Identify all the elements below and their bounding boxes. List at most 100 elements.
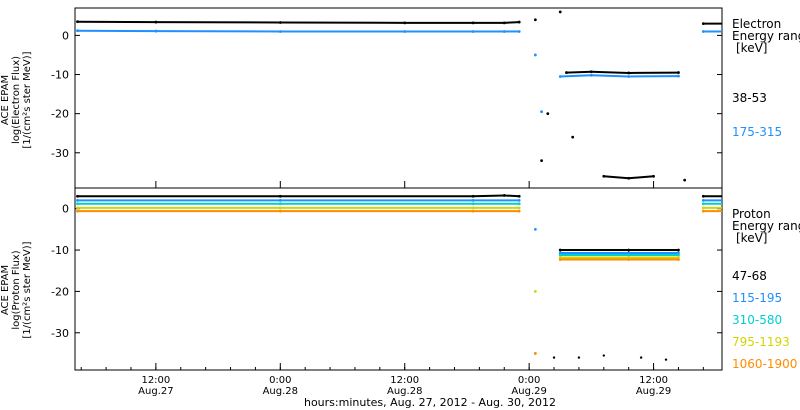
proton-data-point: [534, 352, 537, 355]
electron-data-point: [677, 75, 680, 78]
proton-legend-header-3: [keV]: [736, 232, 800, 244]
proton-data-point: [472, 210, 475, 213]
electron-series-segment: [560, 75, 591, 76]
x-tick-time-label: 12:00: [390, 375, 419, 386]
proton-y-axis-label: ACE EPAM log(Proton Flux) [1/(cm²s ster …: [0, 190, 33, 390]
proton-data-point: [279, 206, 282, 209]
electron-data-point: [677, 71, 680, 74]
electron-ytick-label: -10: [51, 69, 69, 82]
electron-ylabel-line-3: [1/(cm²s ster MeV)]: [22, 0, 33, 200]
electron-series-segment: [591, 72, 628, 73]
electron-ylabel-line-2: log(Electron Flux): [11, 0, 22, 200]
proton-data-point: [627, 258, 630, 261]
electron-data-point: [559, 11, 562, 14]
proton-series-segment: [473, 195, 504, 196]
proton-data-point: [76, 199, 79, 202]
electron-data-point: [627, 72, 630, 75]
electron-data-point: [546, 112, 549, 115]
proton-ytick-label: -20: [51, 285, 69, 298]
electron-data-point: [403, 30, 406, 33]
electron-data-point: [472, 30, 475, 33]
electron-y-axis-label: ACE EPAM log(Electron Flux) [1/(cm²s ste…: [0, 0, 33, 200]
proton-data-point: [627, 249, 630, 252]
proton-data-point: [279, 199, 282, 202]
proton-legend-entry-1060-1900: 1060-1900: [732, 358, 797, 370]
electron-plot-frame: [75, 8, 722, 188]
proton-data-point: [76, 202, 79, 205]
electron-data-point: [652, 175, 655, 178]
proton-ylabel-line-1: ACE EPAM: [0, 190, 11, 390]
electron-ytick-label: -30: [51, 147, 69, 160]
electron-series-segment: [591, 75, 628, 76]
proton-data-point: [627, 254, 630, 257]
x-tick-time-label: 12:00: [141, 375, 170, 386]
electron-data-point: [602, 175, 605, 178]
electron-data-point: [279, 30, 282, 33]
proton-ytick-label: -10: [51, 244, 69, 257]
proton-data-point: [279, 210, 282, 213]
electron-legend-entry-175-315: 175-315: [732, 126, 782, 138]
electron-data-point: [559, 75, 562, 78]
proton-data-point: [518, 199, 521, 202]
electron-ylabel-line-1: ACE EPAM: [0, 0, 11, 200]
proton-plot-frame: [75, 188, 722, 370]
proton-data-point: [518, 195, 521, 198]
electron-data-point: [590, 70, 593, 73]
proton-data-point: [677, 254, 680, 257]
proton-data-point: [518, 210, 521, 213]
proton-series-segment: [504, 195, 519, 196]
electron-data-point: [472, 21, 475, 24]
proton-data-point: [702, 195, 705, 198]
electron-data-point: [76, 20, 79, 23]
proton-data-point: [559, 258, 562, 261]
electron-data-point: [702, 22, 705, 25]
x-axis-title: hours:minutes, Aug. 27, 2012 - Aug. 30, …: [30, 396, 800, 409]
proton-data-point: [702, 206, 705, 209]
proton-data-point: [702, 199, 705, 202]
electron-data-point: [565, 71, 568, 74]
proton-data-point: [677, 249, 680, 252]
proton-panel: 0-10-20-30: [51, 188, 722, 370]
proton-legend-entry-47-68: 47-68: [732, 270, 767, 282]
electron-data-point: [702, 30, 705, 33]
proton-sparse-point: [640, 356, 642, 358]
electron-legend: Electron Energy range [keV] 38-53 175-31…: [732, 18, 800, 54]
electron-series-segment: [504, 22, 519, 23]
proton-data-point: [518, 206, 521, 209]
electron-series-segment: [566, 72, 591, 73]
electron-data-point: [534, 54, 537, 57]
electron-ytick-label: 0: [62, 29, 69, 42]
proton-data-point: [518, 202, 521, 205]
electron-data-point: [590, 74, 593, 77]
electron-data-point: [154, 21, 157, 24]
proton-data-point: [702, 202, 705, 205]
electron-legend-entry-38-53: 38-53: [732, 92, 767, 104]
proton-legend-entry-795-1193: 795-1193: [732, 336, 790, 348]
electron-data-point: [627, 75, 630, 78]
proton-legend-entry-310-580: 310-580: [732, 314, 782, 326]
proton-data-point: [559, 254, 562, 257]
electron-series-segment: [604, 176, 629, 178]
proton-data-point: [472, 195, 475, 198]
proton-ylabel-line-3: [1/(cm²s ster MeV)]: [22, 190, 33, 390]
proton-data-point: [559, 249, 562, 252]
proton-data-point: [279, 202, 282, 205]
electron-data-point: [503, 30, 506, 33]
proton-sparse-point: [553, 356, 555, 358]
proton-legend-entry-115-195: 115-195: [732, 292, 782, 304]
proton-sparse-point: [603, 354, 605, 356]
proton-ylabel-line-2: log(Proton Flux): [11, 190, 22, 390]
electron-data-point: [571, 136, 574, 139]
electron-ytick-label: -20: [51, 108, 69, 121]
proton-data-point: [76, 206, 79, 209]
electron-data-point: [76, 29, 79, 32]
electron-data-point: [518, 30, 521, 33]
proton-data-point: [76, 195, 79, 198]
proton-data-point: [534, 290, 537, 293]
proton-data-point: [472, 202, 475, 205]
proton-data-point: [503, 194, 506, 197]
proton-data-point: [472, 206, 475, 209]
electron-data-point: [403, 21, 406, 24]
electron-data-point: [683, 179, 686, 182]
electron-data-point: [503, 21, 506, 24]
